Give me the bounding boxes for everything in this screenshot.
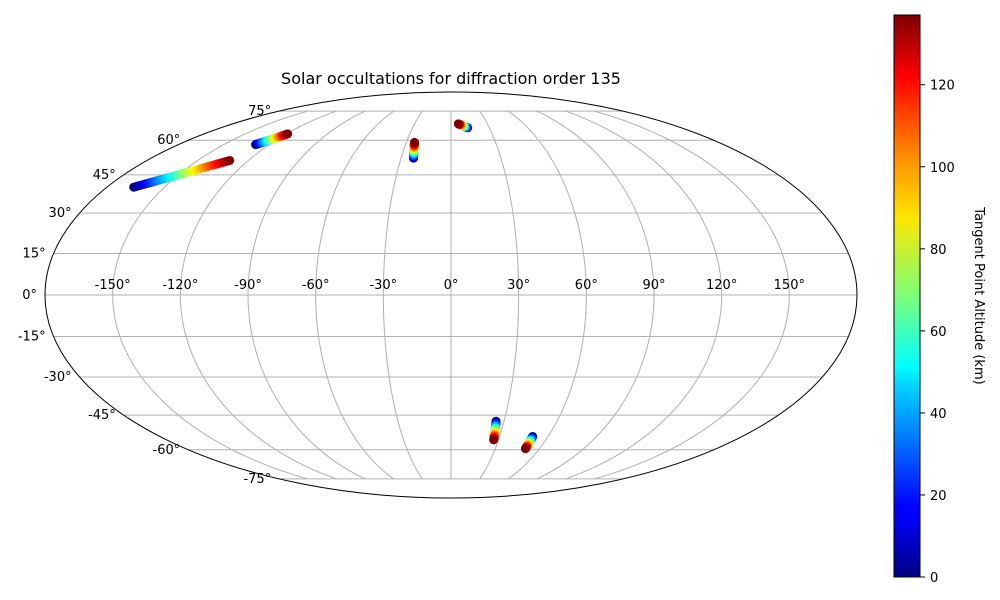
longitude-tick-labels: -150° -120° -90° -60° -30° 0° 30° 60° 90° 120° 150… <box>95 278 805 293</box>
lat-tick-label: -30° <box>44 370 72 385</box>
lon-tick-label: 120° <box>706 278 737 293</box>
lon-gridline <box>594 110 790 480</box>
colorbar-tick-label: 40 <box>930 407 947 422</box>
lat-tick-label: 45° <box>93 168 116 183</box>
lon-tick-label: 0° <box>444 278 459 293</box>
track-point <box>489 435 499 445</box>
occultation-track <box>489 416 501 445</box>
lon-tick-label: -120° <box>162 278 198 293</box>
colorbar-label: Tangent Point Altitude (km) <box>971 206 986 384</box>
lat-tick-label: -15° <box>18 330 46 345</box>
latitude-tick-labels: 75° 60° 45° 30° 15° 0° -15° -30° -45° -60° -75° <box>18 104 271 487</box>
lon-gridline <box>247 110 366 480</box>
track-point <box>283 129 293 139</box>
lon-gridline <box>565 110 723 480</box>
lon-gridline <box>112 110 308 480</box>
colorbar-tick-label: 0 <box>930 571 938 586</box>
lat-tick-label: 60° <box>157 133 180 148</box>
lat-tick-label: 15° <box>23 246 46 261</box>
occultation-tracks <box>129 119 538 454</box>
lon-tick-label: 30° <box>507 278 530 293</box>
lon-tick-label: -150° <box>95 278 131 293</box>
colorbar-tick-label: 80 <box>930 243 947 258</box>
colorbar <box>893 14 921 578</box>
colorbar-ticks: 0 20 40 60 80 100 120 <box>920 79 955 586</box>
lat-tick-label: -45° <box>88 408 116 423</box>
lat-tick-label: -60° <box>153 443 181 458</box>
graticule <box>45 110 857 480</box>
colorbar-tick-label: 120 <box>930 79 955 94</box>
lon-tick-label: 90° <box>642 278 665 293</box>
lon-tick-label: 150° <box>774 278 805 293</box>
lon-gridline <box>179 110 337 480</box>
occultation-track <box>251 129 293 150</box>
lon-gridline <box>382 110 423 480</box>
lon-gridline <box>507 110 587 480</box>
lat-tick-label: 30° <box>49 206 72 221</box>
track-point <box>453 119 463 129</box>
lon-tick-label: -90° <box>234 278 262 293</box>
occultation-track <box>453 119 473 133</box>
lat-tick-label: -75° <box>243 472 271 487</box>
lat-tick-label: 75° <box>248 104 271 119</box>
lat-tick-label: 0° <box>22 288 37 303</box>
lon-gridline <box>536 110 655 480</box>
occultation-track <box>409 137 420 163</box>
lon-gridline <box>315 110 395 480</box>
colorbar-tick-label: 100 <box>930 161 955 176</box>
chart-title: Solar occultations for diffraction order… <box>281 69 621 88</box>
colorbar-tick-label: 60 <box>930 325 947 340</box>
occultation-track <box>520 431 538 454</box>
lon-tick-label: 60° <box>575 278 598 293</box>
track-point <box>410 137 420 147</box>
map-boundary <box>44 91 858 499</box>
occultation-track <box>129 155 235 192</box>
track-point <box>520 444 530 454</box>
lon-gridline <box>479 110 520 480</box>
track-point <box>225 155 235 165</box>
lon-tick-label: -30° <box>369 278 397 293</box>
colorbar-tick-label: 20 <box>930 489 947 504</box>
lon-tick-label: -60° <box>302 278 330 293</box>
